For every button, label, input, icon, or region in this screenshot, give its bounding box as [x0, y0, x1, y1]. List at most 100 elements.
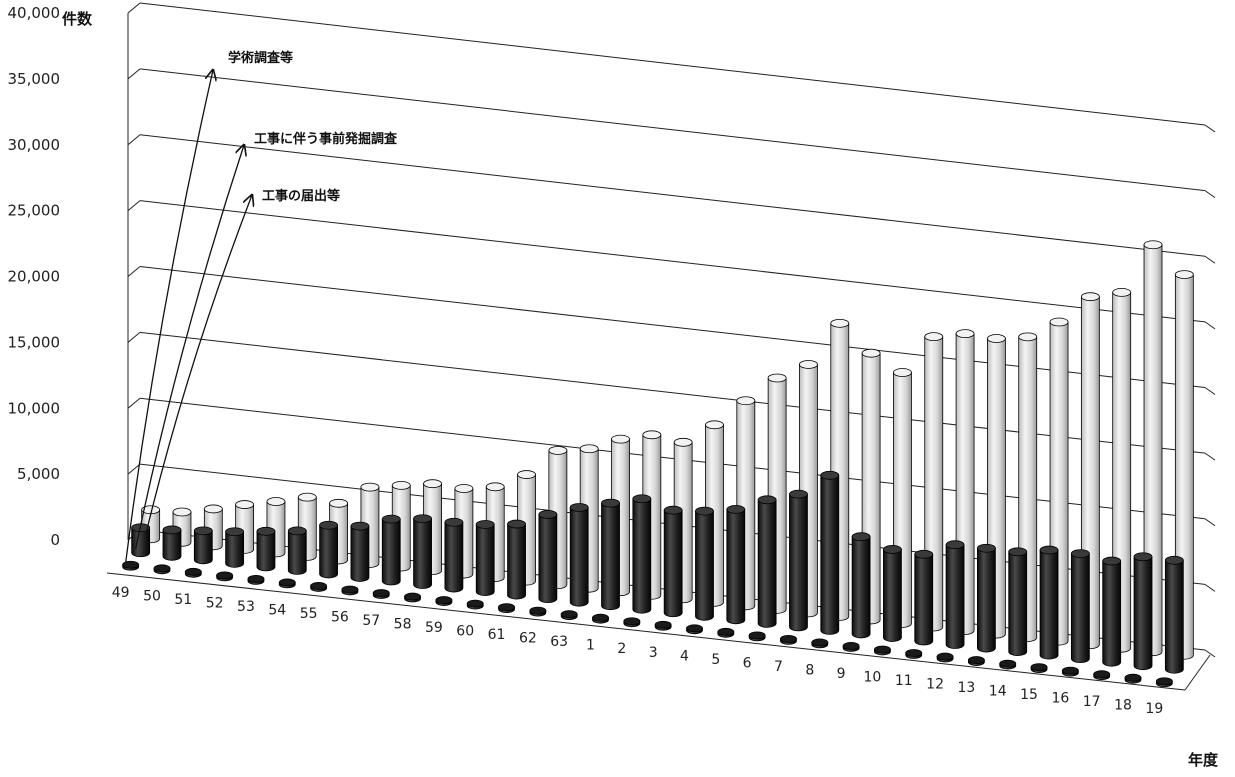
x-tick-label: 3 [649, 645, 658, 661]
bar-construction-notice [350, 521, 370, 582]
right-tick [1204, 518, 1216, 527]
bar-construction-notice [287, 526, 307, 575]
right-tick [1204, 387, 1216, 395]
bar-academic-survey [184, 567, 202, 578]
gridline [139, 266, 1206, 388]
y-axis-title: 件数 [62, 10, 93, 28]
bar-academic-survey [1030, 663, 1048, 673]
bar-construction-notice [820, 470, 840, 635]
y-tick-label: 10,000 [8, 399, 61, 417]
bar-academic-survey [1155, 677, 1173, 688]
bar-construction-notice [695, 506, 714, 621]
bar-academic-survey [404, 592, 421, 603]
y-tick-label: 20,000 [8, 268, 61, 286]
x-tick-label: 17 [1083, 694, 1101, 710]
gridline [139, 68, 1206, 192]
bar-academic-survey [1093, 670, 1111, 681]
gridline [139, 200, 1206, 323]
bar-construction-notice [914, 549, 934, 646]
floor-edge-right [1184, 654, 1211, 691]
gridline [139, 331, 1206, 454]
bar-construction-notice [131, 523, 151, 558]
y-tick-label: 15,000 [8, 333, 61, 351]
bar-academic-survey [999, 659, 1017, 670]
x-tick-label: 61 [488, 627, 506, 643]
x-tick-label: 53 [237, 599, 255, 615]
right-tick [1204, 255, 1216, 264]
bar-construction-notice [632, 494, 652, 614]
x-tick-label: 4 [680, 648, 689, 664]
right-tick [1204, 452, 1216, 461]
bar-academic-survey [686, 624, 703, 635]
x-tick-label: 62 [519, 631, 537, 647]
gridline [139, 2, 1206, 126]
annotation-pre-excavation-arrow [135, 145, 244, 549]
x-tick-label: 9 [837, 666, 846, 682]
x-tick-label: 6 [743, 655, 752, 671]
bar-academic-survey [372, 589, 390, 599]
bar-construction-notice [1102, 556, 1122, 667]
bar-academic-survey [466, 599, 484, 610]
gridline-diagonal [127, 134, 141, 146]
bar-academic-survey [247, 574, 265, 585]
bar-construction-notice [475, 520, 495, 596]
y-tick-label: 5,000 [17, 465, 60, 483]
bar-construction-notice [757, 495, 777, 628]
x-tick-label: 58 [394, 617, 412, 633]
x-tick-label: 7 [774, 659, 783, 675]
x-tick-label: 1 [586, 638, 595, 654]
bar-academic-survey [1124, 673, 1142, 684]
bar-construction-notice [1008, 547, 1028, 656]
y-tick-label: 25,000 [8, 202, 61, 220]
bar-construction-notice [1133, 552, 1153, 671]
bar-construction-notice [976, 543, 996, 653]
bar-academic-survey [967, 656, 985, 666]
x-tick-label: 60 [456, 624, 474, 640]
bar-academic-survey [560, 610, 578, 621]
gridline-diagonal [127, 200, 141, 212]
bar-construction-notice [413, 514, 432, 589]
bar-construction-notice [945, 540, 965, 649]
right-tick [1204, 321, 1216, 330]
gridline-diagonal [127, 68, 141, 80]
gridline-diagonal [127, 397, 141, 409]
annotation-pre-excavation: 工事に伴う事前発掘調査 [254, 131, 398, 147]
bar-construction-notice [162, 525, 182, 561]
x-tick-label: 52 [206, 595, 224, 611]
bar-academic-survey [435, 596, 453, 606]
y-tick-label: 30,000 [8, 136, 61, 154]
gridline-diagonal [127, 463, 141, 475]
y-tick-label: 0 [50, 531, 60, 549]
bar-academic-survey [216, 571, 234, 582]
right-tick [1204, 649, 1216, 658]
x-tick-label: 14 [989, 684, 1007, 700]
bar-academic-survey [341, 585, 359, 596]
bar-academic-survey [498, 603, 515, 613]
x-tick-label: 55 [300, 606, 318, 622]
x-tick-label: 63 [550, 634, 568, 650]
bars-layer [122, 240, 1194, 688]
bar-construction-notice [319, 520, 339, 579]
x-tick-label: 11 [895, 673, 913, 689]
bar-construction-notice [789, 489, 808, 632]
gridline-diagonal [127, 331, 141, 343]
bar-academic-survey [529, 606, 547, 617]
bar-academic-survey [592, 613, 609, 624]
x-tick-label: 19 [1145, 701, 1163, 717]
bar-academic-survey [122, 560, 140, 571]
x-axis-title: 年度 [1188, 751, 1219, 769]
annotation-construction-notice: 工事の届出等 [262, 188, 340, 204]
bar-academic-survey [153, 564, 171, 575]
bar-academic-survey [811, 638, 829, 649]
annotation-academic-survey: 学術調査等 [228, 50, 293, 66]
x-tick-label: 49 [112, 585, 130, 601]
bar-construction-notice [1164, 555, 1184, 674]
bar-construction-notice [1070, 549, 1090, 664]
y-tick-label: 40,000 [8, 4, 61, 22]
bar-academic-survey [278, 578, 296, 589]
x-tick-label: 13 [957, 680, 975, 696]
right-tick [1204, 190, 1216, 199]
gridline [139, 134, 1206, 257]
x-tick-label: 50 [143, 588, 161, 604]
